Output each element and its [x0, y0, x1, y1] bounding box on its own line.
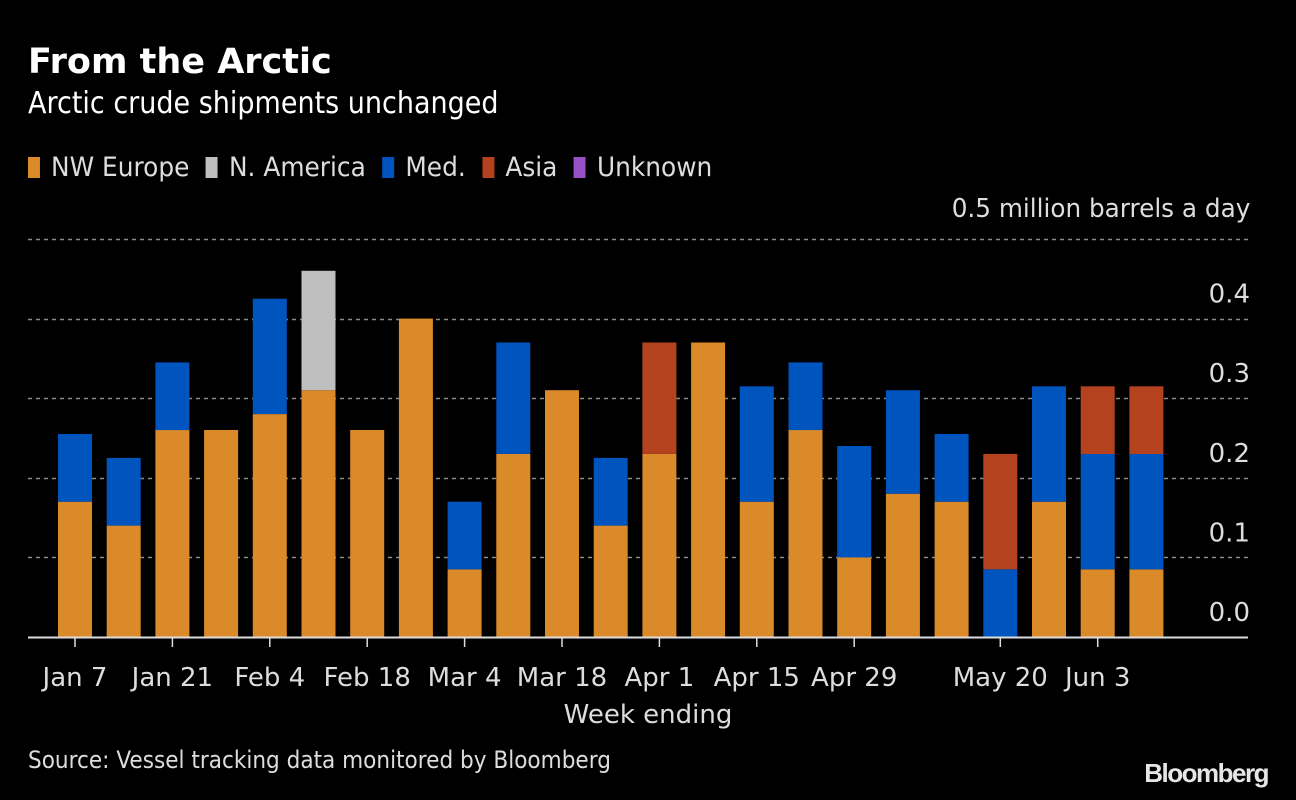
legend-swatch: [482, 157, 495, 178]
y-tick-label: 0.4: [1209, 280, 1250, 310]
y-tick-label: 0.1: [1209, 518, 1250, 548]
x-tick-label: Apr 1: [625, 663, 695, 693]
y-tick-label: 0.2: [1209, 439, 1250, 469]
bar-segment-nw-europe: [545, 390, 579, 637]
bar-segment-nw-europe: [1080, 569, 1115, 637]
bar-segment-med: [788, 362, 823, 431]
x-tick-label: Feb 4: [234, 663, 305, 693]
legend-item-asia: Asia: [482, 152, 557, 183]
bar-segment-med: [496, 342, 531, 454]
bar-segment-med: [155, 362, 190, 431]
bar-segment-med: [1129, 453, 1164, 570]
bar-segment-n-america: [301, 270, 336, 391]
bar-segment-med: [58, 434, 92, 502]
bar-segment-nw-europe: [788, 430, 823, 637]
y-axis-unit-label: 0.5 million barrels a day: [951, 194, 1250, 224]
x-tick-label: Jun 3: [1063, 663, 1130, 693]
bar-segment-nw-europe: [593, 525, 628, 637]
bar-segment-nw-europe: [106, 525, 141, 637]
y-tick-label: 0.0: [1209, 598, 1250, 628]
legend-swatch: [28, 157, 40, 178]
bar-segment-nw-europe: [204, 430, 239, 637]
bar-segment-med: [1032, 386, 1066, 502]
bar-segment-asia: [1129, 386, 1164, 454]
legend-item-nw-europe: NW Europe: [28, 152, 189, 183]
source-note: Source: Vessel tracking data monitored b…: [28, 746, 611, 774]
bar-segment-nw-europe: [301, 390, 336, 637]
chart-subtitle: Arctic crude shipments unchanged: [28, 86, 499, 121]
x-tick-label: Jan 21: [130, 663, 213, 693]
x-tick-label: Jan 7: [41, 663, 108, 693]
legend-swatch: [382, 157, 395, 178]
bar-segment-nw-europe: [837, 557, 872, 637]
bar-segment-nw-europe: [1129, 569, 1164, 637]
bar-segment-med: [934, 434, 969, 502]
bar-segment-med: [983, 569, 1018, 637]
x-tick-label: Apr 15: [714, 663, 800, 693]
bloomberg-logo: Bloomberg: [1144, 758, 1269, 788]
bar-segment-med: [106, 457, 141, 526]
bar-segment-nw-europe: [642, 453, 677, 637]
bar-segment-nw-europe: [739, 501, 774, 637]
bar-segment-med: [885, 390, 920, 494]
x-tick-label: Feb 18: [324, 663, 411, 693]
bar-segment-nw-europe: [155, 430, 190, 637]
bar-segment-med: [593, 457, 628, 526]
legend-swatch: [573, 157, 586, 178]
bar-segment-nw-europe: [252, 414, 287, 637]
legend-label: Unknown: [596, 152, 713, 183]
bar-segment-nw-europe: [496, 453, 531, 637]
legend-item-n-america: N. America: [205, 152, 366, 183]
bar-segment-med: [447, 501, 482, 570]
legend-label: Med.: [405, 152, 466, 183]
x-tick-label: May 20: [953, 663, 1048, 693]
x-axis-title: Week ending: [563, 700, 733, 730]
bar-segment-nw-europe: [1032, 501, 1066, 637]
bar-segment-nw-europe: [350, 430, 385, 637]
bar-segment-med: [252, 298, 287, 415]
chart-title: From the Arctic: [28, 42, 332, 82]
legend-label: NW Europe: [51, 152, 190, 183]
legend: NW Europe N. America Med. Asia Unknown: [28, 152, 729, 183]
legend-swatch: [205, 157, 218, 178]
bar-segment-nw-europe: [691, 342, 726, 637]
bar-segment-asia: [1080, 386, 1115, 454]
x-tick-label: Apr 29: [811, 663, 897, 693]
bar-segment-med: [837, 446, 872, 558]
bar-segment-med: [739, 386, 774, 502]
bar-segment-asia: [983, 453, 1018, 570]
x-tick-label: Mar 18: [517, 663, 607, 693]
x-tick-label: Mar 4: [428, 663, 502, 693]
legend-label: N. America: [228, 152, 366, 183]
legend-item-unknown: Unknown: [573, 152, 713, 183]
y-tick-label: 0.3: [1209, 359, 1250, 389]
legend-label: Asia: [505, 152, 558, 183]
bar-segment-nw-europe: [934, 501, 969, 637]
bar-segment-nw-europe: [885, 493, 920, 637]
bar-segment-nw-europe: [398, 318, 433, 637]
bar-segment-nw-europe: [447, 569, 482, 637]
bar-segment-nw-europe: [58, 501, 92, 637]
bar-segment-med: [1080, 453, 1115, 570]
bar-segment-asia: [642, 342, 677, 454]
legend-item-med: Med.: [382, 152, 466, 183]
